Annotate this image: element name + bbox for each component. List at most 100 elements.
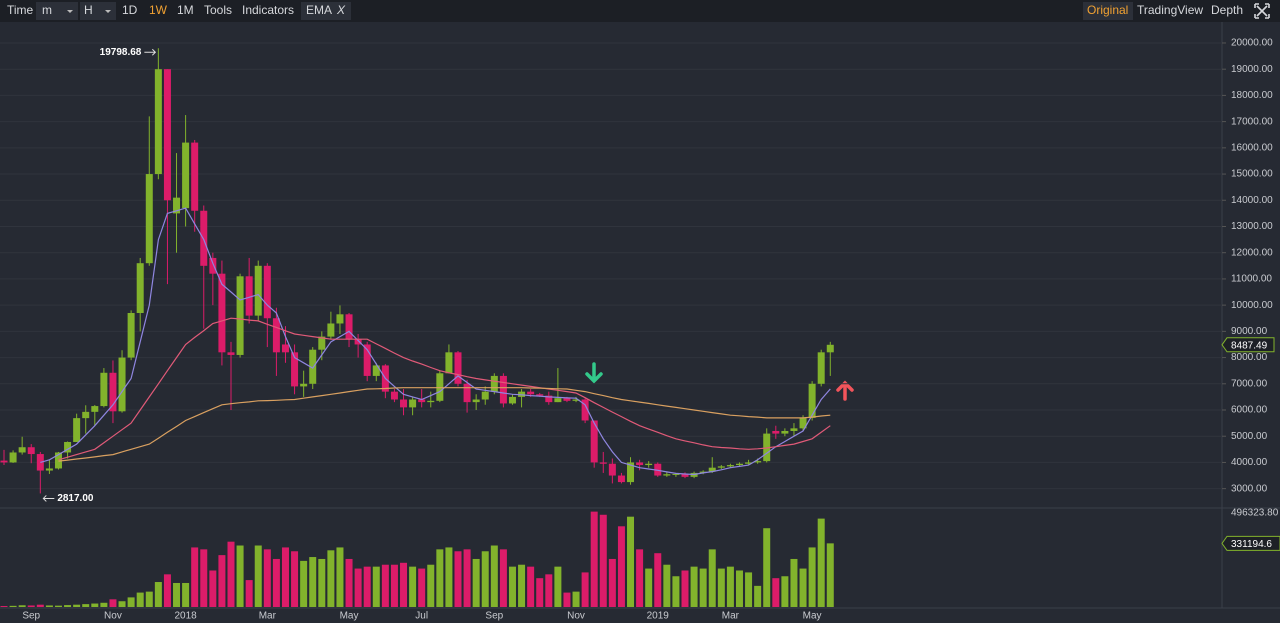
candle-body	[145, 174, 153, 264]
toolbar-item[interactable]: H	[84, 3, 93, 17]
candle-body	[599, 462, 607, 464]
toolbar-item[interactable]: m	[42, 3, 52, 17]
candle-body	[218, 273, 226, 353]
candle-body	[472, 399, 480, 403]
volume-bar	[672, 576, 680, 607]
volume-bar	[681, 570, 689, 607]
volume-bar	[536, 578, 544, 607]
volume-bar	[409, 566, 417, 607]
volume-bar	[799, 568, 807, 607]
candle-body	[291, 352, 299, 387]
toolbar-item[interactable]: EMA	[306, 3, 332, 17]
candle-body	[45, 468, 53, 471]
candle-body	[672, 473, 680, 475]
candle-body	[817, 352, 825, 384]
volume-bar	[390, 564, 398, 607]
volume-bar	[309, 557, 317, 607]
candle-body	[9, 452, 17, 463]
candle-body	[300, 383, 308, 387]
volume-bar	[490, 545, 498, 607]
volume-bar	[372, 566, 380, 607]
volume-bar	[363, 566, 371, 607]
candle-body	[363, 344, 371, 376]
volume-bar	[617, 526, 625, 607]
toolbar-item[interactable]: TradingView	[1137, 3, 1203, 17]
candle-body	[91, 406, 99, 412]
x-tick-label: 2018	[174, 611, 197, 622]
volume-bar	[518, 564, 526, 607]
candle-body	[209, 257, 217, 274]
volume-bar	[554, 566, 562, 607]
volume-bar	[699, 568, 707, 607]
volume-bar	[236, 545, 244, 607]
toolbar-item[interactable]: Tools	[204, 3, 232, 17]
volume-bar	[173, 582, 181, 607]
toolbar-item[interactable]: Time	[7, 3, 34, 17]
fullscreen-icon[interactable]	[1254, 3, 1270, 19]
toolbar-item[interactable]: Original	[1087, 3, 1128, 17]
candle-body	[617, 475, 625, 483]
volume-bar	[581, 572, 589, 607]
toolbar-item[interactable]: 1W	[149, 3, 168, 17]
volume-bar	[54, 605, 62, 607]
candle-body	[100, 372, 108, 407]
volume-bar	[790, 558, 798, 607]
volume-bar	[354, 568, 362, 607]
candle-body	[799, 417, 807, 429]
candle-body	[154, 69, 162, 175]
volume-bar	[336, 547, 344, 607]
volume-bar	[445, 547, 453, 607]
y-tick-label: 9000.00	[1231, 326, 1268, 337]
original-button[interactable]	[1083, 2, 1133, 20]
volume-bar	[18, 605, 26, 607]
candle-body	[636, 462, 644, 466]
volume-bar	[726, 566, 734, 607]
y-tick-label: 6000.00	[1231, 405, 1268, 416]
volume-bar	[191, 547, 199, 607]
volume-bar	[300, 560, 308, 607]
hour-select[interactable]	[80, 2, 116, 20]
candle-body	[445, 352, 453, 374]
minute-select[interactable]	[36, 2, 78, 20]
volume-bar	[100, 602, 108, 607]
volume-bar	[318, 558, 326, 607]
y2-tick-label: 496323.80	[1231, 507, 1279, 518]
volume-bar	[154, 582, 162, 607]
dropdown-icon	[67, 10, 73, 13]
candle-body	[64, 441, 72, 453]
volume-tag	[1221, 535, 1280, 551]
max-label: 19798.68	[100, 47, 142, 58]
x-tick-label: Mar	[259, 611, 277, 622]
volume-bar	[599, 514, 607, 607]
price-tag-label: 8487.49	[1231, 340, 1268, 351]
y-tick-label: 7000.00	[1231, 378, 1268, 389]
toolbar-item[interactable]: Depth	[1211, 3, 1243, 17]
y-tick-label: 20000.00	[1231, 38, 1273, 49]
volume-bar	[608, 558, 616, 607]
indicator-chip	[301, 2, 351, 20]
candle-body	[463, 383, 471, 403]
volume-bar	[272, 558, 280, 607]
candle-body	[272, 318, 280, 353]
candle-body	[109, 372, 117, 412]
x-tick-label: Sep	[22, 611, 40, 622]
volume-bar	[427, 564, 435, 607]
candle-body	[499, 375, 507, 404]
volume-bar	[209, 570, 217, 607]
volume-bar	[545, 574, 553, 607]
y-tick-label: 13000.00	[1231, 221, 1273, 232]
volume-bar	[690, 566, 698, 607]
candle-body	[554, 398, 562, 403]
y-tick-label: 3000.00	[1231, 483, 1268, 494]
candle-body	[418, 399, 426, 403]
toolbar-item[interactable]: 1D	[122, 3, 138, 17]
candle-body	[309, 349, 317, 384]
volume-bar	[754, 585, 762, 607]
candle-body	[654, 463, 662, 476]
toolbar-item[interactable]: 1M	[177, 3, 194, 17]
candle-body	[191, 142, 199, 211]
candle-body	[227, 352, 235, 355]
toolbar-item[interactable]: Indicators	[242, 3, 294, 17]
toolbar-item[interactable]: X	[336, 3, 346, 17]
